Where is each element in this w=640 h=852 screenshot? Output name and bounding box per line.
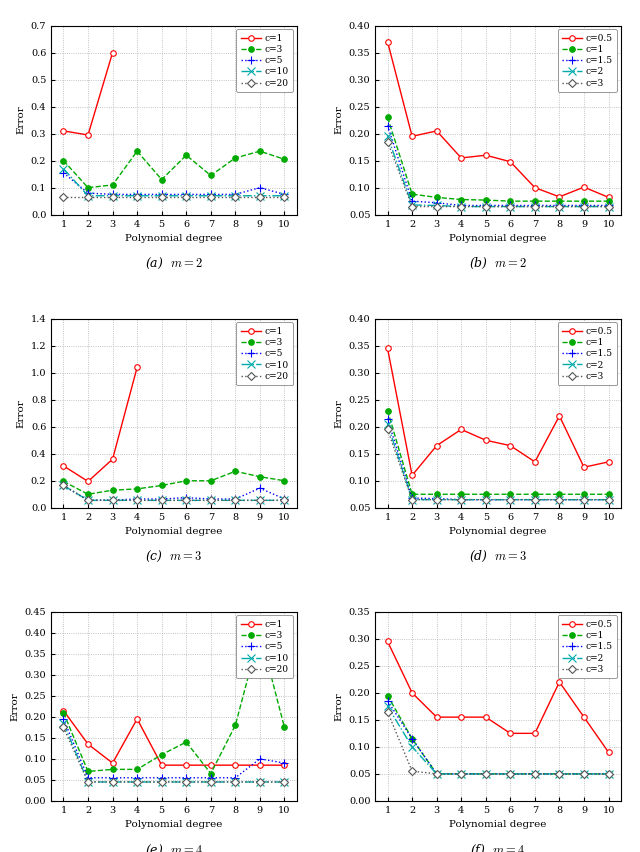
X-axis label: Polynomial degree: Polynomial degree [449,820,547,829]
Y-axis label: Error: Error [334,399,343,428]
Legend: c=0.5, c=1, c=1.5, c=2, c=3: c=0.5, c=1, c=1.5, c=2, c=3 [557,322,617,385]
X-axis label: Polynomial degree: Polynomial degree [125,527,223,536]
Legend: c=1, c=3, c=5, c=10, c=20: c=1, c=3, c=5, c=10, c=20 [237,615,293,678]
Y-axis label: Error: Error [16,106,26,135]
Legend: c=0.5, c=1, c=1.5, c=2, c=3: c=0.5, c=1, c=1.5, c=2, c=3 [557,29,617,92]
Text: (e)  $m = 4$: (e) $m = 4$ [145,843,203,852]
Y-axis label: Error: Error [334,692,343,721]
Y-axis label: Error: Error [10,692,19,721]
X-axis label: Polynomial degree: Polynomial degree [449,234,547,243]
Legend: c=0.5, c=1, c=1.5, c=2, c=3: c=0.5, c=1, c=1.5, c=2, c=3 [557,615,617,678]
X-axis label: Polynomial degree: Polynomial degree [125,820,223,829]
Text: (f)  $m = 4$: (f) $m = 4$ [470,843,525,852]
Text: (b)  $m = 2$: (b) $m = 2$ [469,256,527,271]
Y-axis label: Error: Error [334,106,343,135]
Text: (c)  $m = 3$: (c) $m = 3$ [145,550,203,565]
Text: (d)  $m = 3$: (d) $m = 3$ [468,550,527,565]
Legend: c=1, c=3, c=5, c=10, c=20: c=1, c=3, c=5, c=10, c=20 [237,322,293,385]
X-axis label: Polynomial degree: Polynomial degree [449,527,547,536]
Y-axis label: Error: Error [16,399,25,428]
Legend: c=1, c=3, c=5, c=10, c=20: c=1, c=3, c=5, c=10, c=20 [237,29,293,92]
Text: (a)  $m = 2$: (a) $m = 2$ [145,256,203,271]
X-axis label: Polynomial degree: Polynomial degree [125,234,223,243]
